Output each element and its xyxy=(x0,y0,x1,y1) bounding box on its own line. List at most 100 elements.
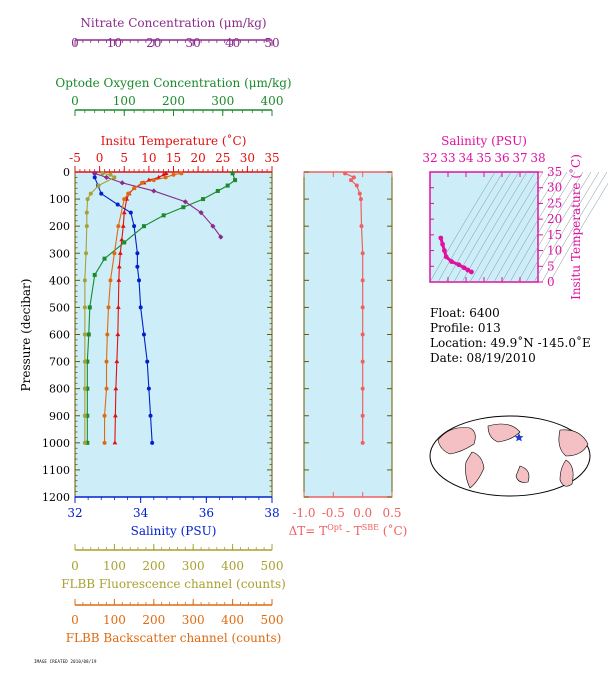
delta-data-point xyxy=(351,175,356,180)
float-location-star xyxy=(514,433,524,442)
backscatter-data-point xyxy=(105,332,110,337)
oxygen-data-point xyxy=(161,213,166,218)
temperature-data-point xyxy=(156,174,162,180)
salinity-data-point xyxy=(132,224,137,229)
temperature-data-point xyxy=(117,250,123,255)
salinity-data-point xyxy=(150,440,155,445)
ts-density-contour xyxy=(469,171,536,283)
world-map-icon xyxy=(429,415,591,497)
fluorescence-data-point xyxy=(108,172,113,177)
ts-density-contour xyxy=(477,171,544,283)
profile-panel xyxy=(74,171,273,498)
map-landmass xyxy=(487,423,521,443)
fluorescence-tick-label: 0 xyxy=(71,559,79,573)
backscatter-data-point xyxy=(139,180,144,185)
backscatter-tick-label: 400 xyxy=(221,613,244,627)
ts-y-tick-label: 10 xyxy=(547,244,562,258)
delta-axis-label: ΔT= TOpt - TSBE (˚C) xyxy=(289,523,408,538)
nitrate-data-point xyxy=(151,188,157,194)
ts-density-contour xyxy=(549,182,608,283)
backscatter-tick-label: 200 xyxy=(142,613,165,627)
oxygen-data-point xyxy=(87,305,92,310)
pressure-tick-label: 1000 xyxy=(42,437,70,450)
backscatter-tick-label: 500 xyxy=(261,613,284,627)
ts-x-tick-label: 35 xyxy=(476,151,491,165)
salinity-series-line xyxy=(94,173,153,443)
ts-data-point xyxy=(443,254,449,260)
ts-data-point xyxy=(456,262,462,268)
oxygen-data-point xyxy=(85,386,90,391)
backscatter-data-point xyxy=(104,359,109,364)
delta-data-point xyxy=(358,197,363,202)
salinity-data-point xyxy=(138,305,143,310)
pressure-tick-label: 600 xyxy=(49,329,70,342)
delta-data-point xyxy=(348,178,353,183)
ts-density-contour xyxy=(429,171,496,283)
ts-y-tick-label: 0 xyxy=(547,275,555,289)
backscatter-data-point xyxy=(151,178,156,183)
fluorescence-axis-label: FLBB Fluorescence channel (counts) xyxy=(61,577,286,591)
temperature-tick-label: 30 xyxy=(240,151,255,165)
oxygen-data-point xyxy=(225,183,230,188)
temperature-data-point xyxy=(119,237,125,242)
delta-data-point xyxy=(359,224,364,229)
temperature-tick-label: 10 xyxy=(141,151,156,165)
ts-y-tick-label: 5 xyxy=(547,259,555,273)
fluorescence-data-point xyxy=(100,171,105,176)
temperature-data-point xyxy=(114,358,120,364)
delta-panel xyxy=(303,171,393,498)
backscatter-data-point xyxy=(179,171,184,176)
ts-x-tick-label: 36 xyxy=(494,151,509,165)
ts-density-contour xyxy=(501,171,568,283)
fluorescence-data-point xyxy=(84,224,89,229)
fluorescence-data-point xyxy=(82,305,87,310)
ts-x-tick-label: 37 xyxy=(512,151,527,165)
oxygen-data-point xyxy=(85,413,90,418)
float-number: Float: 6400 xyxy=(430,306,500,320)
temperature-data-point xyxy=(112,440,118,445)
oxygen-tick-label: 300 xyxy=(211,94,234,108)
pressure-tick-label: 400 xyxy=(49,274,70,287)
ts-density-contour xyxy=(445,171,512,283)
delta-data-point xyxy=(360,278,365,283)
delta-data-point xyxy=(360,305,365,310)
temperature-data-point xyxy=(115,304,121,310)
backscatter-data-point xyxy=(106,305,111,310)
ts-data-point xyxy=(449,259,454,264)
fluorescence-tick-label: 300 xyxy=(182,559,205,573)
delta-tick-label: 0.0 xyxy=(353,506,372,520)
ts-panel xyxy=(429,171,539,283)
temperature-data-point xyxy=(116,264,122,269)
oxygen-tick-label: 100 xyxy=(113,94,136,108)
temperature-tick-label: 5 xyxy=(120,151,128,165)
fluorescence-tick-label: 500 xyxy=(261,559,284,573)
map-landmass xyxy=(558,429,589,457)
delta-data-point xyxy=(360,413,365,418)
map-landmass xyxy=(437,427,476,455)
pressure-tick-label: 300 xyxy=(49,247,70,260)
pressure-tick-label: 200 xyxy=(49,220,70,233)
backscatter-tick-label: 0 xyxy=(71,613,79,627)
pressure-tick-label: 0 xyxy=(63,166,70,179)
delta-label-superscript: Opt xyxy=(327,523,343,532)
delta-data-point xyxy=(360,251,365,256)
oxygen-tick-label: 400 xyxy=(261,94,284,108)
delta-data-point xyxy=(360,359,365,364)
oxygen-data-point xyxy=(92,272,97,277)
ts-x-tick-label: 33 xyxy=(440,151,455,165)
ts-density-contour xyxy=(453,171,520,283)
nitrate-data-point xyxy=(218,234,224,240)
temperature-data-point xyxy=(161,172,167,177)
oxygen-data-point xyxy=(86,332,91,337)
float-info: Float: 6400 Profile: 013 Location: 49.9˚… xyxy=(430,306,591,366)
backscatter-data-point xyxy=(102,413,107,418)
fluorescence-data-point xyxy=(85,197,90,202)
ts-y-tick-label: 30 xyxy=(547,181,562,195)
ts-density-contour xyxy=(509,171,576,283)
oxygen-data-point xyxy=(201,197,206,202)
ts-data-point xyxy=(461,265,467,271)
oxygen-data-point xyxy=(102,256,107,261)
ts-data-point xyxy=(440,241,445,247)
map-landmass xyxy=(515,465,530,483)
